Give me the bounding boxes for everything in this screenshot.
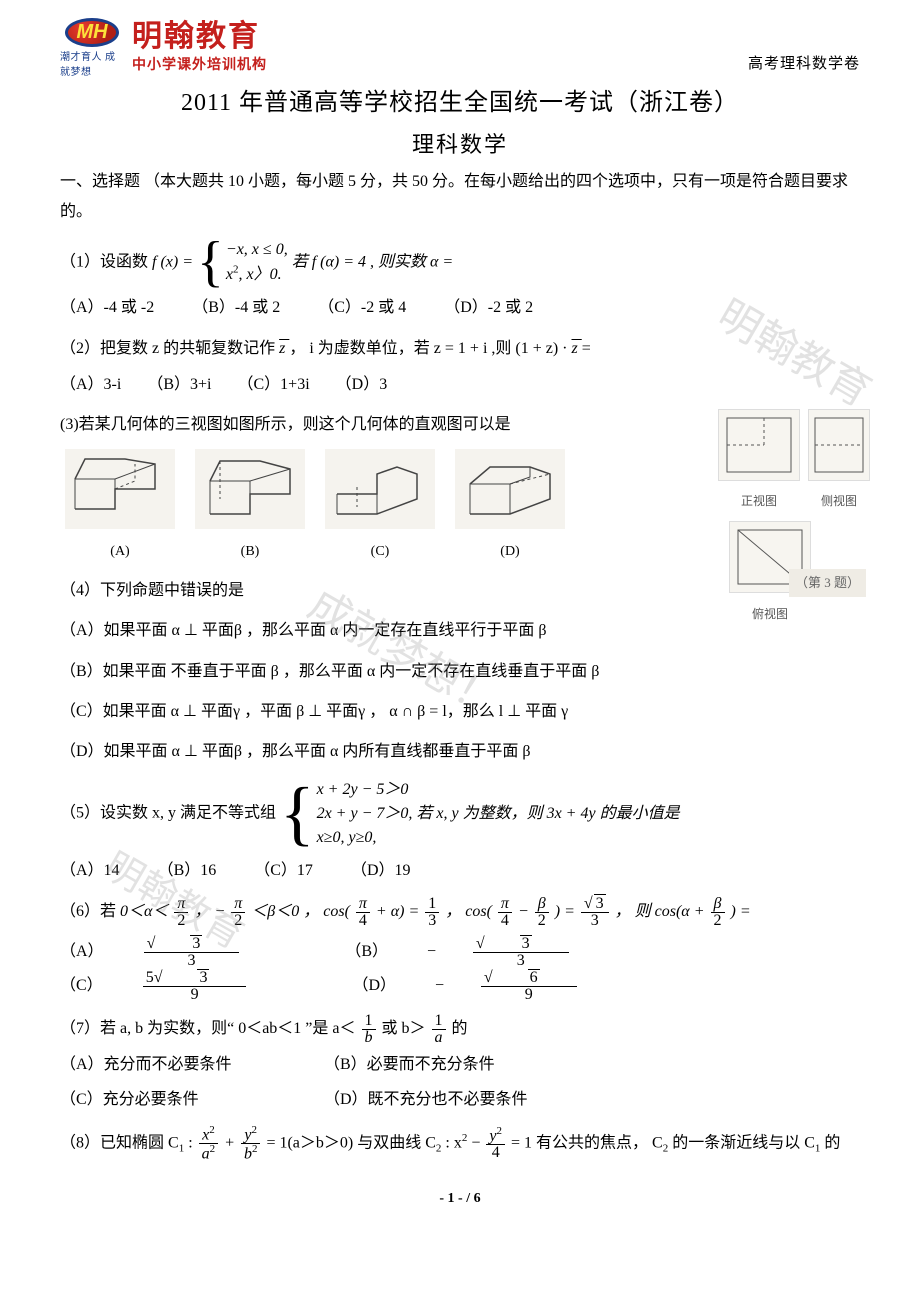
section-intro: 一、选择题 （本大题共 10 小题，每小题 5 分，共 50 分。在每小题给出的… — [60, 167, 860, 228]
question-5: （5）设实数 x, y 满足不等式组 { x + 2y − 5＞0 2x + y… — [60, 778, 860, 850]
q4-opt-b: （B）如果平面 不垂直于平面 β ，那么平面 α 内一定不存在直线垂直于平面 β — [60, 657, 860, 687]
question-1: （1）设函数 f (x) = { −x, x ≤ 0, x2, x〉0. 若 f… — [60, 238, 860, 287]
brand-logo-block: MH 潮才育人 成就梦想 明翰教育 中小学课外培训机构 — [60, 20, 267, 76]
brand-text: 明翰教育 中小学课外培训机构 — [132, 22, 267, 74]
q6-lead: （6）若 — [60, 903, 116, 920]
q7-opt-a: （A）充分而不必要条件 — [60, 1050, 320, 1080]
q1-opt-c: （C）-2 或 4 — [318, 293, 406, 323]
q8-a: （8）已知椭圆 C — [60, 1134, 179, 1151]
question-8: （8）已知椭圆 C1 : x2a2 + y2b2 = 1(a＞b＞0) 与双曲线… — [60, 1125, 860, 1163]
doc-title: 2011 年普通高等学校招生全国统一考试（浙江卷） — [60, 82, 860, 117]
brand-main: 明翰教育 — [132, 22, 267, 52]
q4-opt-d: （D）如果平面 α ⊥ 平面β ，那么平面 α 内所有直线都垂直于平面 β — [60, 737, 860, 767]
q8-c: = 1(a＞b＞0) 与双曲线 C — [266, 1134, 435, 1151]
solid-a-icon — [65, 449, 175, 529]
q8-d: : x — [445, 1134, 461, 1151]
q8-h: 的 — [824, 1134, 840, 1151]
q7-opt-d: （D）既不充分也不必要条件 — [324, 1091, 528, 1108]
front-view-icon — [718, 409, 800, 481]
solid-c-icon — [325, 449, 435, 529]
brand-sub: 中小学课外培训机构 — [132, 54, 267, 74]
q1-opt-a: （A）-4 或 -2 — [60, 293, 154, 323]
header-right-label: 高考理科数学卷 — [748, 52, 860, 73]
q3-tag: （第 3 题） — [789, 569, 866, 598]
q5-lead: （5）设实数 x, y 满足不等式组 — [60, 804, 276, 821]
q4-opt-c: （C）如果平面 α ⊥ 平面γ ，平面 β ⊥ 平面γ ， α ∩ β = l，… — [60, 697, 860, 727]
q1-tail: 若 f (α) = 4 , 则实数 α = — [292, 253, 454, 270]
question-2: （2）把复数 z 的共轭复数记作 z ， i 为虚数单位，若 z = 1 + i… — [60, 334, 860, 364]
q6-options: （A） √33 （B） −√33 （C） 5√39 （D） −√69 — [60, 935, 860, 1003]
q3-fig-c: (C) — [320, 449, 440, 566]
q8-f: = 1 有公共的焦点， C — [511, 1134, 663, 1151]
q1-opt-d: （D）-2 或 2 — [444, 293, 533, 323]
q7-opt-c: （C）充分必要条件 — [60, 1085, 320, 1115]
logo-circle: MH — [65, 18, 119, 47]
q7-opt-b: （B）必要而不充分条件 — [324, 1056, 495, 1073]
logo-badge: MH 潮才育人 成就梦想 — [60, 20, 124, 76]
q5-line2: 2x + y − 7＞0, 若 x, y 为整数，则 3x + 4y 的最小值是 — [317, 802, 680, 826]
logo-tagline: 潮才育人 成就梦想 — [60, 48, 124, 78]
page-footer: - 1 - / 6 — [60, 1191, 860, 1207]
logo-letters: MH — [76, 21, 107, 44]
q8-g: 的一条渐近线与以 C — [672, 1134, 815, 1151]
q3-figures: (A) (B) (C) — [60, 449, 860, 566]
q1-fn: f (x) = — [152, 253, 193, 270]
side-view-icon — [808, 409, 870, 481]
q2-opt-c: （C）1+3i — [238, 370, 310, 400]
question-6: （6）若 0＜α＜ π2 ， − π2 ＜β＜0 ， cos( π4 + α) … — [60, 896, 860, 929]
q5-opt-b: （B）16 — [158, 856, 217, 886]
q5-line3: x≥0, y≥0, — [317, 826, 680, 850]
q1-lead: （1）设函数 — [60, 253, 148, 270]
q6-opt-c: （C） 5√39 — [60, 969, 314, 1003]
q7-a: （7）若 a, b 为实数，则“ 0＜ab＜1 ”是 a＜ — [60, 1020, 356, 1037]
q6-opt-d: （D） −√69 — [352, 969, 644, 1003]
q3-fig-d: (D) — [450, 449, 570, 566]
q2-opt-b: （B）3+i — [147, 370, 211, 400]
q2-zbar1: z — [279, 340, 289, 357]
solid-b-icon — [195, 449, 305, 529]
q3-fig-a: (A) — [60, 449, 180, 566]
q5-line1: x + 2y − 5＞0 — [317, 778, 680, 802]
q2-opt-a: （A）3-i — [60, 370, 121, 400]
question-7: （7）若 a, b 为实数，则“ 0＜ab＜1 ”是 a＜ 1b 或 b＞ 1a… — [60, 1013, 860, 1046]
q6-opt-b: （B） −√33 — [345, 935, 636, 969]
q3-fig-b: (B) — [190, 449, 310, 566]
q2-zbar2: z — [572, 340, 582, 357]
q7-b: 或 b＞ — [382, 1020, 426, 1037]
q7-options: （A）充分而不必要条件 （B）必要而不充分条件 （C）充分必要条件 （D）既不充… — [60, 1050, 860, 1115]
q2-c: = — [582, 340, 591, 357]
q6-opt-a: （A） √33 — [60, 935, 307, 969]
side-view: 侧视图 — [808, 409, 870, 514]
q2-options: （A）3-i （B）3+i （C）1+3i （D）3 — [60, 370, 860, 400]
q8-b: : — [188, 1134, 196, 1151]
q5-opt-c: （C）17 — [254, 856, 313, 886]
q2-a: （2）把复数 z 的共轭复数记作 — [60, 340, 275, 357]
q1-opt-b: （B）-4 或 2 — [192, 293, 280, 323]
q8-e: − — [471, 1134, 484, 1151]
q2-opt-d: （D）3 — [336, 370, 388, 400]
q2-b: ， i 为虚数单位，若 z = 1 + i ,则 (1 + z) · — [289, 340, 567, 357]
q7-c: 的 — [452, 1020, 468, 1037]
q1-options: （A）-4 或 -2 （B）-4 或 2 （C）-2 或 4 （D）-2 或 2 — [60, 293, 860, 323]
q1-case1: −x, x ≤ 0, — [226, 241, 288, 258]
front-view: 正视图 — [718, 409, 800, 514]
q5-options: （A）14 （B）16 （C）17 （D）19 — [60, 856, 860, 886]
doc-subtitle: 理科数学 — [60, 127, 860, 159]
q5-opt-a: （A）14 — [60, 856, 120, 886]
q5-opt-d: （D）19 — [351, 856, 411, 886]
solid-d-icon — [455, 449, 565, 529]
